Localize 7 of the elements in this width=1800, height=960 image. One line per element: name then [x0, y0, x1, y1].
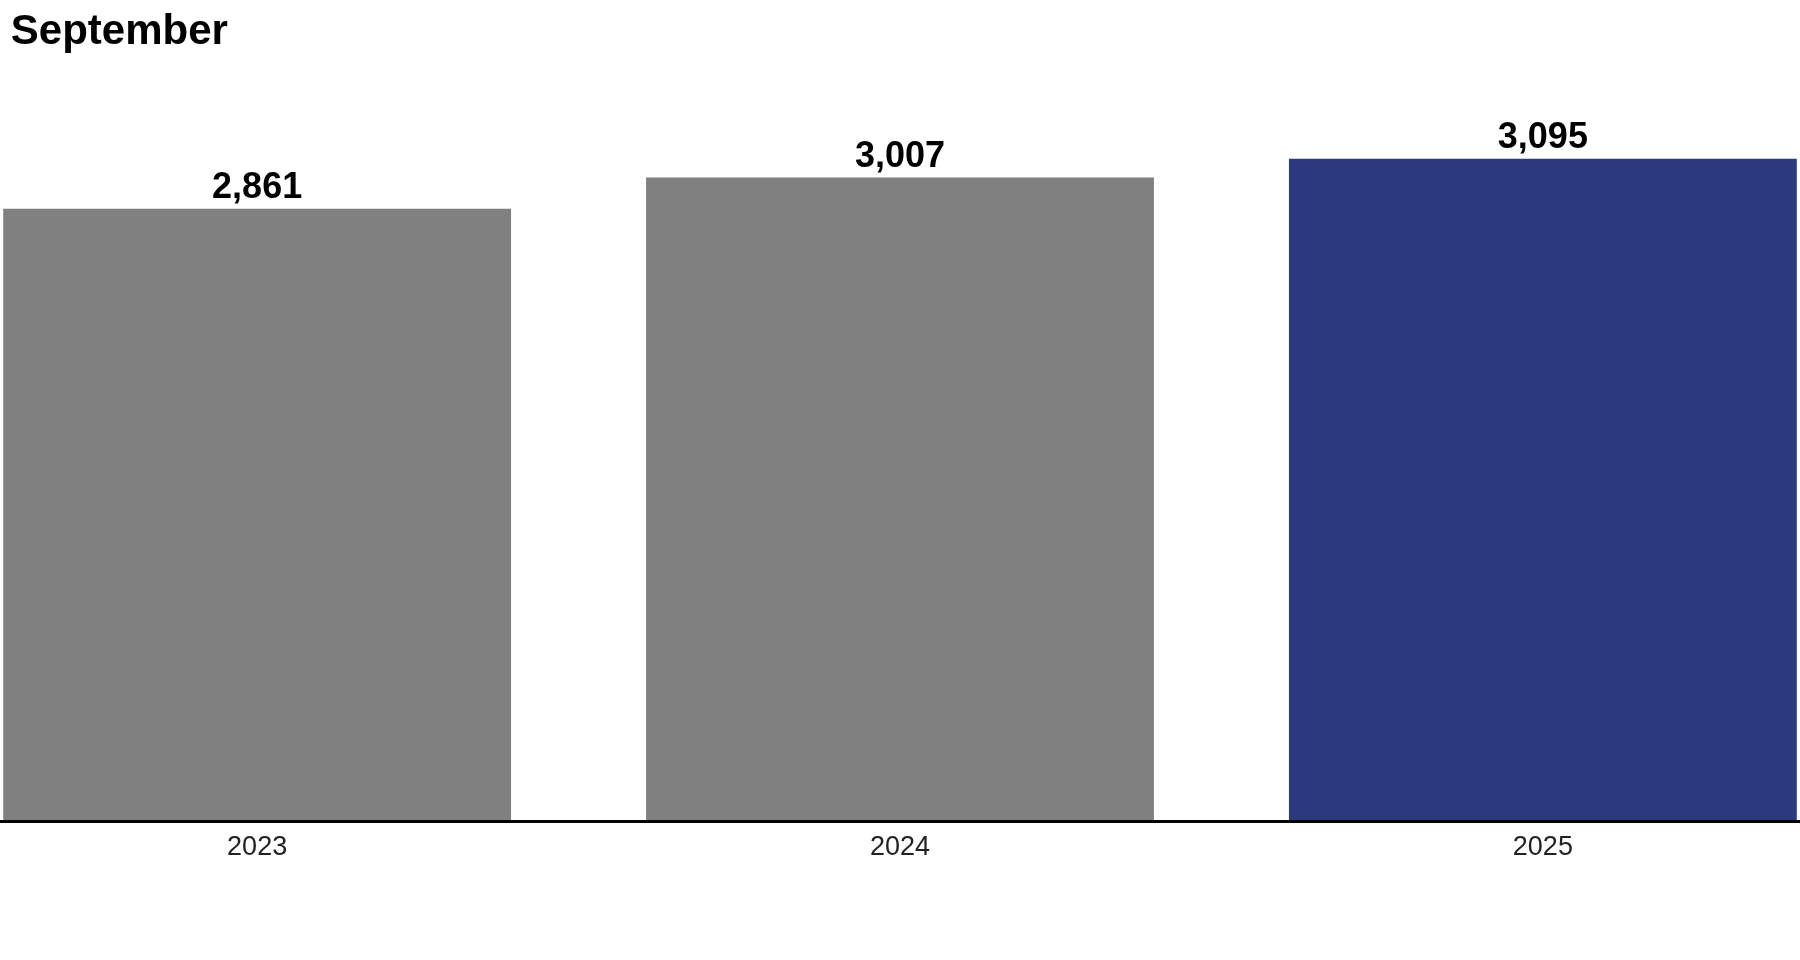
chart-title: September [10, 5, 228, 53]
x-tick-label: 2025 [1512, 831, 1573, 862]
data-label: 3,007 [854, 133, 946, 175]
x-tick-label: 2023 [227, 831, 288, 862]
x-tick-label: 2024 [869, 831, 931, 862]
data-label: 3,095 [1497, 114, 1588, 156]
data-label: 2,861 [212, 164, 303, 206]
